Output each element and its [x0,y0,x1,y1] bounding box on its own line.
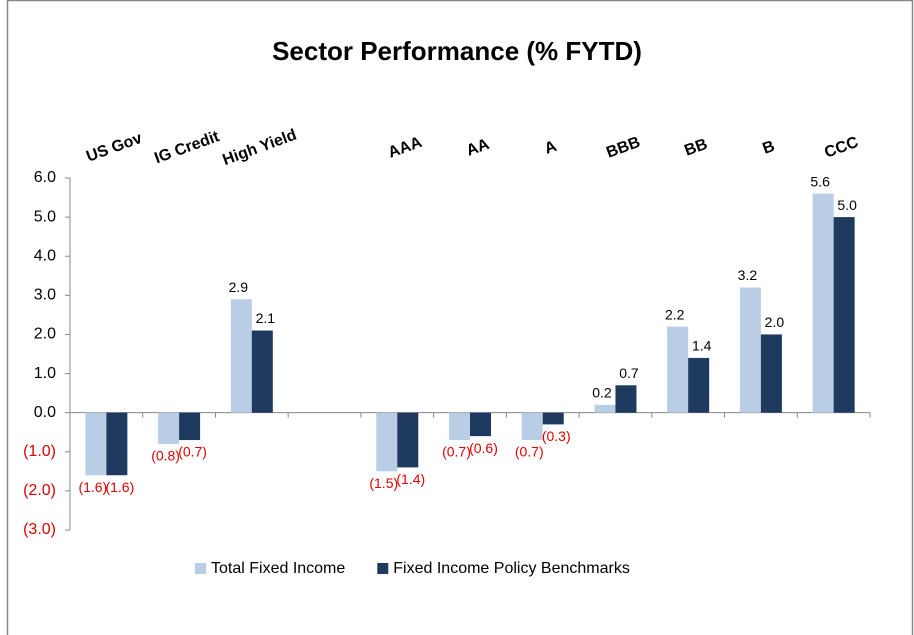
bar [230,299,252,413]
legend-swatch [195,563,206,574]
value-label: (0.6) [469,440,498,456]
bar [833,217,855,413]
value-label: (0.7) [442,444,471,460]
value-label: 5.0 [837,197,857,213]
legend-swatch [377,563,389,574]
value-label: 2.2 [665,306,685,322]
bar [179,412,201,441]
bar [521,412,543,441]
value-label: (1.6) [105,479,134,495]
bar [106,412,128,476]
bar [667,326,689,413]
bar [688,357,710,413]
bar [812,193,834,413]
bar [542,412,564,425]
y-tick-label: 2.0 [34,326,56,343]
bar [760,334,782,413]
value-label: 2.0 [765,314,785,330]
y-tick-label: (1.0) [23,443,56,460]
value-label: (1.4) [396,471,425,487]
y-tick-label: 5.0 [34,208,56,225]
value-label: 0.2 [592,385,612,401]
y-tick-label: 0.0 [34,404,56,421]
y-tick-label: (3.0) [23,521,56,538]
x-tick-label: B [760,138,777,158]
value-label: 2.1 [256,310,276,326]
bar [85,412,107,476]
value-label: (1.5) [369,475,398,491]
value-label: 1.4 [692,338,712,354]
value-label: (0.7) [515,444,544,460]
bar [449,412,470,441]
chart-frame [6,0,914,635]
bar [251,330,273,413]
value-label: (1.6) [78,479,107,495]
chart-title: Sector Performance (% FYTD) [272,36,642,66]
bar [158,412,180,444]
value-label: 0.7 [619,365,639,381]
value-label: 3.2 [738,267,758,283]
bar [376,412,398,472]
legend-label: Fixed Income Policy Benchmarks [393,560,630,577]
bar [594,404,616,413]
value-label: 5.6 [810,173,830,189]
value-label: (0.7) [178,444,207,460]
y-tick-label: 6.0 [34,169,56,186]
bar [397,412,419,468]
value-label: 2.9 [229,279,249,295]
bar [615,385,637,413]
y-tick-label: (2.0) [23,482,56,499]
y-tick-label: 3.0 [34,287,56,304]
value-label: (0.3) [542,428,571,444]
bar [470,412,491,437]
x-tick-label: BB [682,136,710,160]
value-label: (0.8) [151,448,180,464]
y-tick-label: 1.0 [34,365,56,382]
y-tick-label: 4.0 [34,247,56,264]
bar [739,287,761,413]
legend-label: Total Fixed Income [211,560,345,577]
